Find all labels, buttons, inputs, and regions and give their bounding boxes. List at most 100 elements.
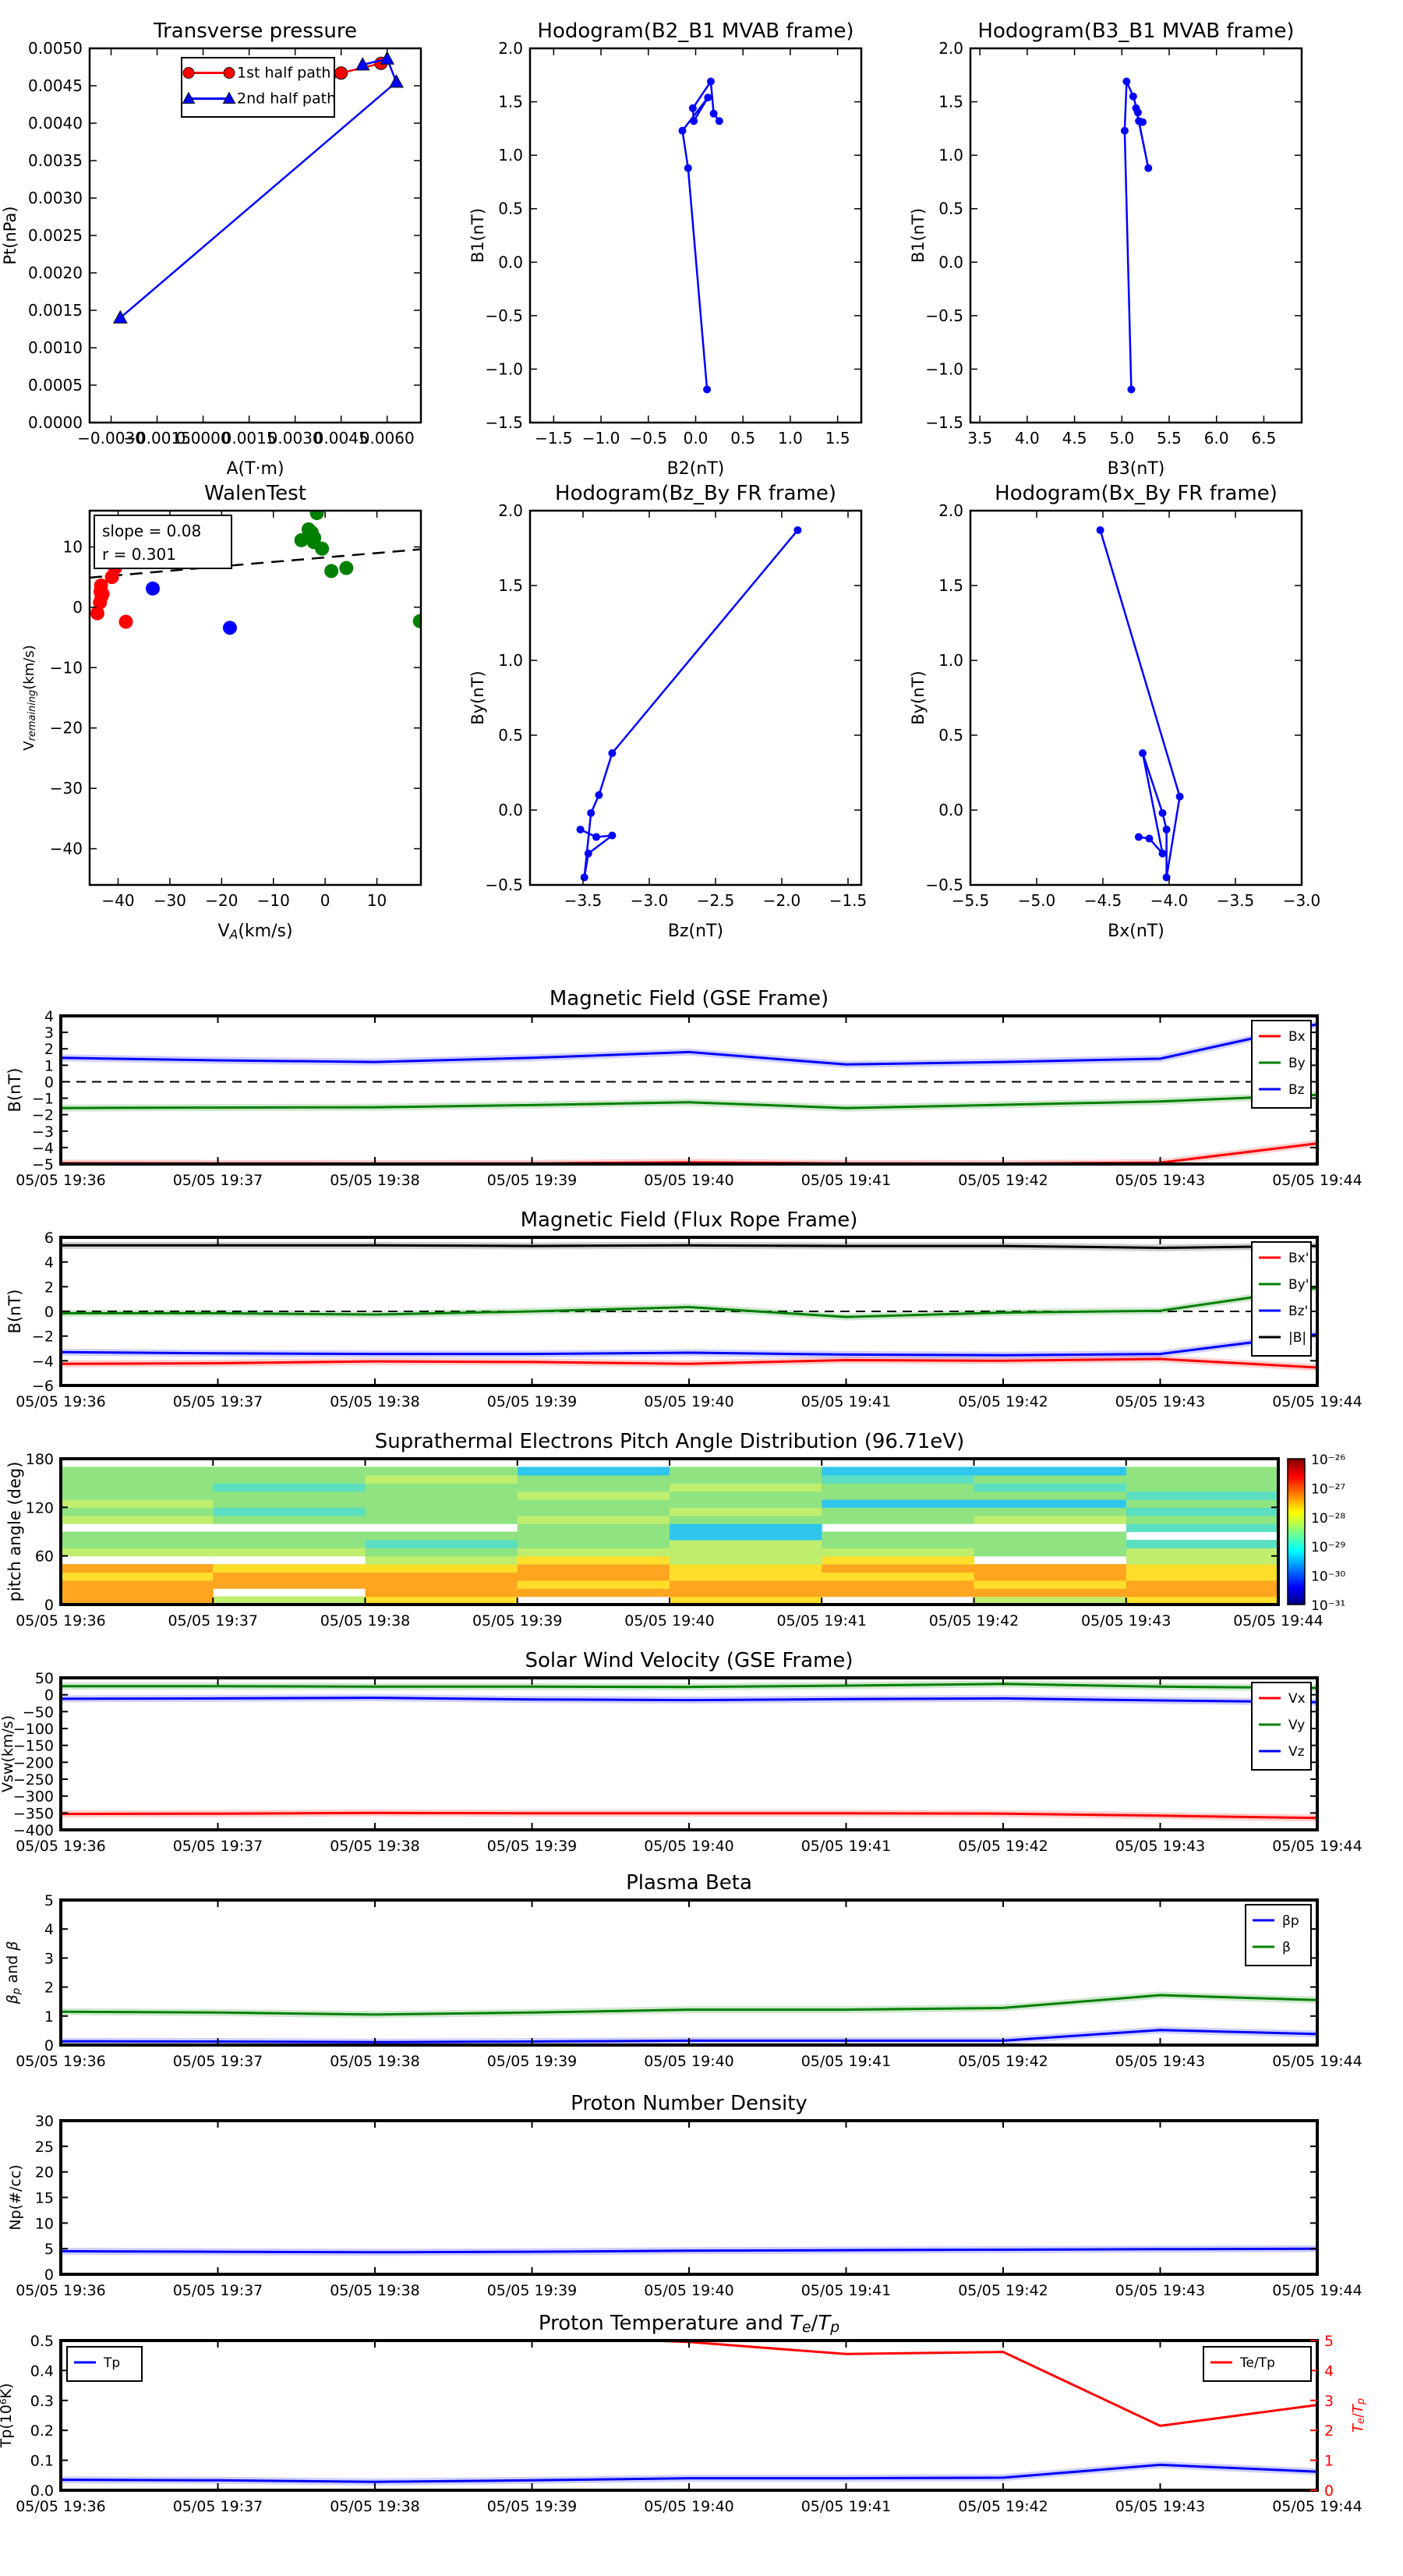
y-tick-label: 5 [44,1892,54,1909]
x-tick-label: 05/05 19:41 [801,1172,892,1189]
y-tick-label: 0.0 [498,801,523,819]
x-tick-label: 05/05 19:38 [320,1612,411,1629]
axes-frame [969,47,1303,424]
y-tick-label: 3 [44,1950,54,1967]
x-tick-label: −3.5 [564,891,603,910]
right-tick-label: 0 [1324,2482,1334,2500]
x-tick-label: 05/05 19:40 [644,2282,734,2299]
x-tick-label: 0.0 [684,429,709,448]
x-axis-label: A(T·m) [226,459,284,479]
x-tick-label: 05/05 19:37 [173,2282,263,2299]
x-tick-label: 05/05 19:38 [330,1838,420,1855]
colorbar-label: 10⁻²⁸ [1311,1511,1345,1527]
x-tick-label: 05/05 19:42 [958,1172,1048,1189]
x-tick-label: 6.0 [1204,429,1229,448]
x-tick-label: 05/05 19:44 [1272,2282,1362,2299]
x-tick-label: 0.0045 [314,429,369,448]
y-tick-label: 10 [63,537,83,556]
x-tick-label: −4.5 [1084,891,1122,910]
x-tick-label: 05/05 19:43 [1115,2282,1206,2299]
y-tick-label: 1.5 [938,93,963,111]
x-tick-label: 05/05 19:42 [958,1393,1048,1410]
panel-np: 05/05 19:36 05/05 19:37 05/05 19:38 05/05 1… [7,2092,1362,2299]
annotation-box [94,515,232,569]
y-axis-label: Np(#/cc) [7,2164,24,2230]
y-tick-label: 0.0 [498,253,523,271]
y-axis-label: pitch angle (deg) [5,1462,24,1602]
y-tick-label: −3 [32,1123,54,1141]
x-tick-label: 05/05 19:39 [487,1838,578,1855]
panel-title: WalenTest [204,482,306,505]
x-tick-label: −3.0 [631,891,669,910]
y-tick-label: 4 [44,1008,54,1025]
x-tick-label: 05/05 19:44 [1272,2053,1362,2070]
y-tick-label: −0.5 [485,876,523,894]
panel-title: Hodogram(Bz_By FR frame) [555,482,836,505]
y-tick-label: 0.0045 [28,76,83,95]
y-tick-label: 1 [44,1057,54,1074]
x-tick-label: −0.5 [629,429,667,448]
x-tick-label: 05/05 19:44 [1272,1838,1362,1855]
y-tick-label: 0.4 [30,2362,54,2380]
panel-title: Magnetic Field (Flux Rope Frame) [521,1208,858,1232]
panel-hodogram-bzby: −3.5 −3.0 −2.5 −2.0 −1.5 −0.5 0.0 0.5 1.0 1.5 2.0 H… [468,482,867,941]
x-tick-label: −20 [205,891,238,910]
y-tick-label: −4 [32,1353,54,1370]
x-tick-label: 05/05 19:37 [173,2053,263,2070]
y-tick-label: 2 [44,1279,54,1296]
y-tick-label: −250 [13,1771,54,1789]
y-tick-label: 2.0 [938,39,963,58]
x-tick-label: 05/05 19:43 [1115,2053,1206,2070]
y-tick-label: −1.5 [925,413,963,432]
y-tick-label: 1.0 [498,146,523,165]
panel-title: Hodogram(B2_B1 MVAB frame) [537,19,853,43]
y-tick-label: 0.0035 [28,151,83,170]
x-tick-label: 05/05 19:40 [644,1172,734,1189]
right-tick-label: 4 [1324,2362,1334,2380]
x-tick-label: 5.5 [1157,429,1182,448]
heatmap-cells [61,1467,1279,1605]
x-tick-label: 0.5 [730,429,755,448]
y-tick-label: −1 [32,1091,54,1108]
y-tick-label: 1.0 [938,146,963,165]
x-axis-label: VA(km/s) [217,922,292,942]
y-axis-label: By(nT) [468,671,487,724]
x-tick-label: 1.0 [778,429,803,448]
y-tick-label: −150 [13,1738,54,1755]
y-tick-label: 0 [44,1597,54,1614]
right-tick-label: 5 [1324,2333,1334,2350]
legend-label: 1st half path [237,65,330,82]
x-tick-label: 05/05 19:41 [801,2282,892,2299]
panel-pad: 05/05 19:36 05/05 19:37 05/05 19:38 05/05 1… [5,1430,1345,1629]
x-tick-label: 05/05 19:38 [330,2282,420,2299]
legend: Bx' By' Bz' |B| [1251,1241,1312,1357]
y-axis-label: Vsw(km/s) [0,1715,16,1792]
panel-title: Plasma Beta [626,1871,752,1895]
x-tick-label: 5.0 [1109,429,1134,448]
legend: Bx By Bz [1251,1020,1312,1109]
axes-frame [59,1898,1319,2047]
right-axis-label: Te/Tp [1350,2398,1367,2433]
x-tick-label: −2.5 [697,891,735,910]
x-tick-label: 05/05 19:41 [776,1612,867,1629]
x-tick-label: 0.0060 [360,429,415,448]
legend-label: By [1288,1056,1306,1071]
y-tick-label: 60 [35,1548,54,1566]
x-tick-label: 05/05 19:40 [644,1393,734,1410]
series-group [1120,77,1153,394]
x-tick-label: 0 [320,891,330,910]
y-tick-label: 6 [44,1230,54,1247]
x-tick-label: 05/05 19:36 [16,1172,106,1189]
right-tick-label: 1 [1324,2453,1334,2470]
y-tick-label: 25 [35,2139,54,2156]
x-tick-label: 05/05 19:37 [173,2498,263,2515]
x-tick-label: 05/05 19:43 [1115,2498,1206,2515]
panel-title: Proton Number Density [571,2092,808,2115]
series-group [60,2245,1318,2256]
x-tick-label: 05/05 19:42 [958,2053,1048,2070]
y-axis-label: B1(nT) [468,208,487,263]
y-tick-label: −2 [32,1329,54,1346]
y-tick-label: 1.5 [498,93,523,111]
x-tick-label: 05/05 19:38 [330,2053,420,2070]
y-tick-label: 2.0 [498,501,523,520]
